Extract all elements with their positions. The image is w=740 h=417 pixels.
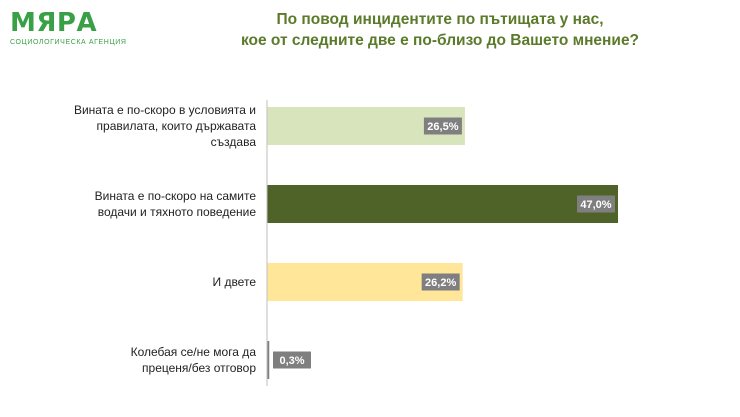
category-label-1: Вината е по-скоро в условията и правилата…: [74, 103, 256, 149]
category-label-line: И двете: [212, 275, 256, 289]
logo-wordmark: МЯРА: [10, 8, 98, 38]
value-label-box-3: [421, 273, 460, 291]
value-label-box-1: [423, 117, 462, 135]
bar-4: [267, 341, 270, 379]
category-label-line: преценя/без отговор: [142, 361, 256, 375]
category-label-line: създава: [211, 135, 257, 149]
category-label-4: Колебая се/не мога да преценя/без отговор: [131, 345, 257, 375]
value-label-1: 26,5%: [427, 121, 458, 133]
value-label-3: 26,2%: [425, 277, 456, 289]
category-label-line: правилата, които държавата: [97, 119, 257, 133]
logo-subtitle: СОЦИОЛОГИЧЕСКА АГЕНЦИЯ: [10, 39, 127, 46]
category-label-2: Вината е по-скоро на самите водачи и тяхн…: [95, 189, 257, 219]
chart-title-line-2: кое от следните две е по-близо до Вашето…: [240, 32, 640, 49]
value-label-box-4: [273, 351, 311, 369]
category-label-line: Колебая се/не мога да: [131, 345, 257, 359]
chart-title-line-1: По повод инцидентите по пътищата у нас,: [276, 11, 604, 28]
chart-title: По повод инцидентите по пътищата у нас, …: [160, 9, 720, 51]
logo: МЯРА СОЦИОЛОГИЧЕСКА АГЕНЦИЯ: [10, 8, 127, 47]
category-label-line: водачи и тяхното поведение: [98, 205, 257, 219]
value-label-2: 47,0%: [580, 199, 611, 211]
category-label-line: Вината е по-скоро на самите: [95, 189, 257, 203]
value-label-box-2: [577, 195, 615, 213]
category-label-3: И двете: [212, 275, 256, 289]
category-label-line: Вината е по-скоро в условията и: [74, 103, 256, 117]
bar-2: [267, 185, 618, 223]
value-label-4: 0,3%: [279, 355, 304, 367]
